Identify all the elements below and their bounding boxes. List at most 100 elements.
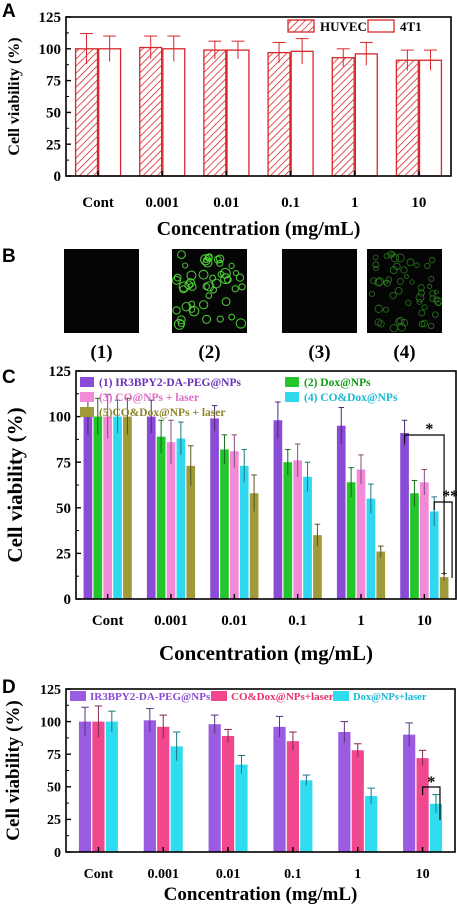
panel-letter-a: A bbox=[2, 1, 16, 22]
y-tick-label: 25 bbox=[56, 547, 71, 563]
significance-label: * bbox=[427, 774, 435, 791]
cell bbox=[427, 322, 435, 330]
bar bbox=[176, 438, 186, 599]
cell bbox=[428, 256, 436, 264]
cell bbox=[396, 277, 404, 285]
bar bbox=[203, 49, 227, 177]
significance-bracket bbox=[403, 434, 445, 575]
panel-letter-b: B bbox=[2, 246, 16, 267]
x-tick-label: 0.01 bbox=[213, 195, 239, 211]
bar bbox=[249, 493, 259, 599]
bar bbox=[221, 735, 235, 852]
legend-swatch bbox=[80, 407, 94, 417]
y-tick-label: 50 bbox=[47, 781, 61, 796]
bar bbox=[92, 721, 105, 852]
cell bbox=[389, 324, 399, 333]
cell bbox=[375, 277, 385, 286]
legend-label: 4T1 bbox=[400, 19, 422, 34]
cell bbox=[186, 270, 197, 281]
cell bbox=[374, 278, 383, 287]
cell bbox=[428, 275, 435, 282]
x-axis-label: Concentration (mg/mL) bbox=[164, 884, 358, 905]
cell bbox=[418, 320, 426, 328]
y-tick-label: 75 bbox=[56, 455, 71, 471]
cell bbox=[416, 298, 423, 305]
cell bbox=[406, 258, 415, 267]
cell bbox=[231, 285, 239, 293]
bar bbox=[313, 535, 322, 599]
panel-letter-d: D bbox=[2, 677, 16, 698]
cell bbox=[221, 297, 231, 307]
x-tick-label: 0.001 bbox=[154, 613, 188, 629]
cell bbox=[400, 318, 409, 327]
y-tick-label: 125 bbox=[49, 364, 72, 380]
bar bbox=[239, 465, 249, 599]
bar bbox=[226, 49, 250, 177]
y-tick-label: 75 bbox=[46, 74, 61, 90]
legend-label: (4) CO&Dox@NPs bbox=[304, 392, 398, 404]
bar bbox=[273, 726, 286, 852]
bar bbox=[235, 764, 248, 852]
x-tick-label: 0.1 bbox=[288, 613, 307, 629]
axes-frame bbox=[75, 370, 457, 600]
bar bbox=[83, 416, 93, 599]
bar bbox=[366, 498, 376, 599]
cell bbox=[228, 262, 235, 269]
x-tick-label: 10 bbox=[417, 613, 432, 629]
cell bbox=[426, 283, 433, 290]
bar bbox=[395, 59, 419, 177]
cell bbox=[433, 296, 440, 303]
cell bbox=[395, 253, 405, 263]
cell bbox=[417, 289, 425, 297]
bar bbox=[267, 51, 291, 177]
y-tick-label: 100 bbox=[39, 42, 62, 58]
cell bbox=[372, 261, 380, 269]
y-tick-label: 125 bbox=[40, 683, 61, 698]
legend-label: (1) IR3BPY2-DA-PEG@NPs bbox=[99, 377, 242, 389]
y-tick-label: 0 bbox=[54, 169, 62, 185]
bar bbox=[208, 724, 221, 852]
bar bbox=[166, 442, 176, 599]
bar bbox=[78, 721, 92, 852]
y-tick-label: 0 bbox=[64, 592, 72, 608]
bar bbox=[303, 476, 312, 599]
cell bbox=[238, 283, 246, 291]
cell bbox=[204, 281, 215, 292]
image-label: (1) bbox=[90, 342, 112, 363]
x-tick-label: 10 bbox=[416, 867, 430, 882]
legend-swatch bbox=[80, 392, 94, 402]
bar bbox=[376, 551, 386, 599]
legend-swatch bbox=[285, 377, 299, 387]
significance-label: * bbox=[425, 421, 433, 438]
cell bbox=[202, 314, 212, 324]
bar bbox=[157, 726, 170, 852]
legend-swatch bbox=[70, 691, 86, 701]
cell bbox=[232, 269, 240, 277]
cell bbox=[383, 306, 390, 313]
x-tick-label: 0.001 bbox=[145, 195, 179, 211]
cell bbox=[433, 289, 439, 295]
bar bbox=[123, 416, 132, 599]
cell bbox=[370, 277, 377, 285]
cell bbox=[418, 309, 426, 317]
bar bbox=[403, 734, 416, 852]
bar bbox=[139, 46, 163, 177]
cell bbox=[383, 279, 391, 287]
legend-swatch bbox=[287, 19, 315, 33]
bar bbox=[93, 416, 103, 599]
bar bbox=[162, 48, 186, 177]
legend-label: IR3BPY2-DA-PEG@NPs bbox=[90, 691, 211, 703]
x-tick-label: 0.01 bbox=[221, 613, 247, 629]
microscopy-image bbox=[64, 249, 139, 333]
y-axis-label: Cell viability (%) bbox=[6, 37, 23, 155]
x-tick-label: 1 bbox=[357, 613, 365, 629]
microscopy-image bbox=[282, 249, 357, 333]
bar bbox=[210, 418, 219, 599]
bar bbox=[293, 460, 303, 599]
bar bbox=[429, 511, 439, 599]
cell bbox=[429, 295, 436, 302]
legend-label: Dox@NPs+laser bbox=[353, 692, 427, 703]
bar bbox=[186, 465, 196, 599]
bar bbox=[143, 720, 156, 852]
